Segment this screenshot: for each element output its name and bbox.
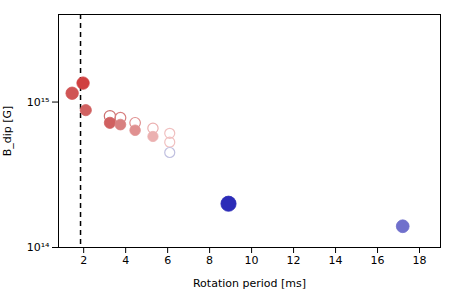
svg-text:14: 14	[329, 254, 343, 267]
svg-text:2: 2	[80, 254, 87, 267]
svg-text:4: 4	[122, 254, 129, 267]
svg-text:16: 16	[371, 254, 385, 267]
svg-text:10¹⁴: 10¹⁴	[27, 241, 50, 254]
svg-text:8: 8	[206, 254, 213, 267]
svg-text:18: 18	[413, 254, 427, 267]
svg-text:10: 10	[245, 254, 259, 267]
svg-text:B_dip [G]: B_dip [G]	[1, 106, 14, 157]
svg-text:10¹⁵: 10¹⁵	[27, 96, 50, 109]
svg-text:Rotation period [ms]: Rotation period [ms]	[193, 277, 306, 289]
svg-text:12: 12	[287, 254, 301, 267]
svg-text:6: 6	[164, 254, 171, 267]
